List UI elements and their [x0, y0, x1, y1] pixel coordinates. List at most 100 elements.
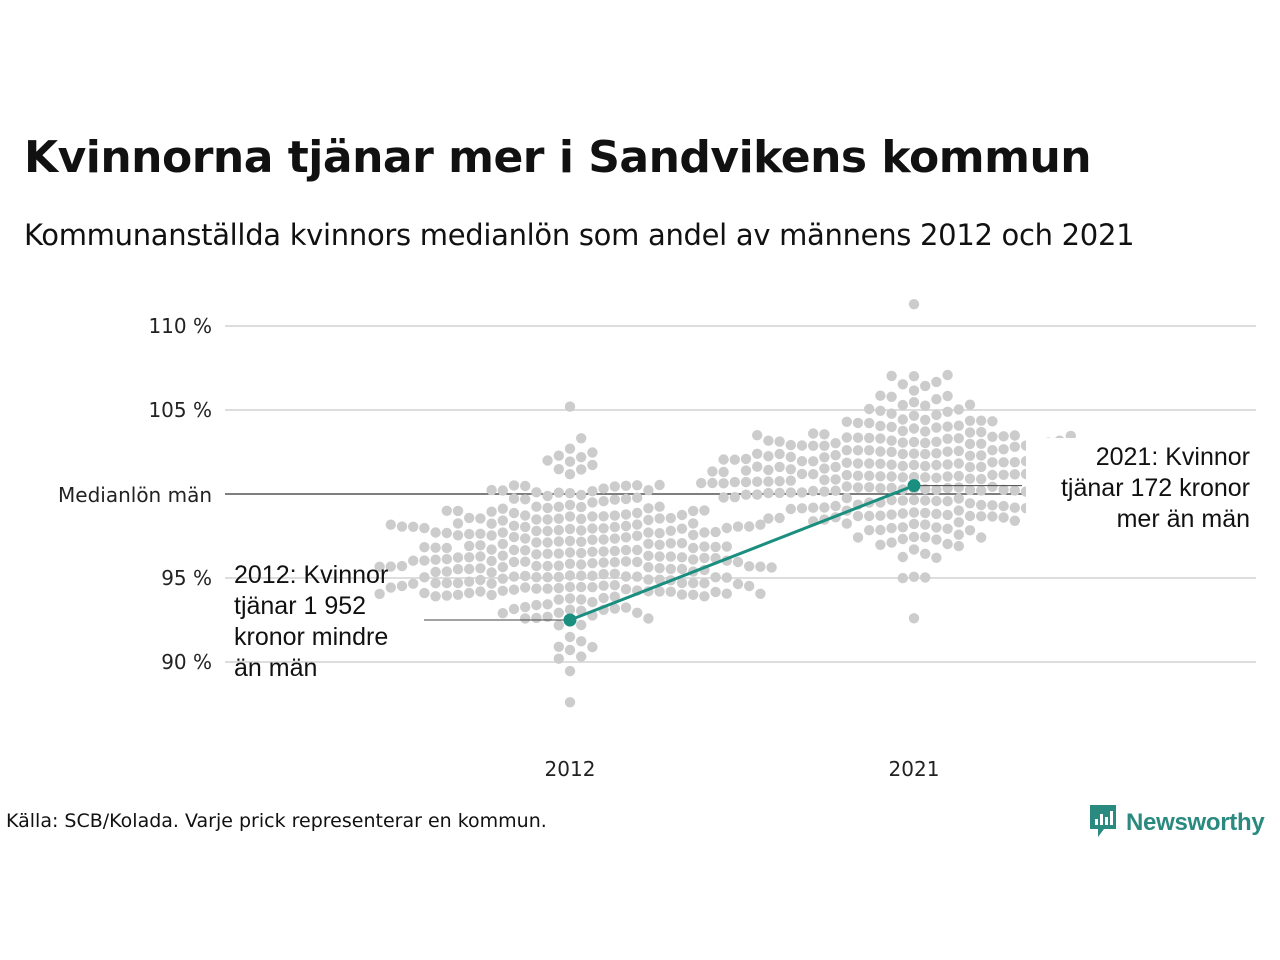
municipality-dot [531, 599, 542, 611]
municipality-dot [452, 577, 464, 589]
grid-lines [225, 325, 1256, 663]
municipality-dot [964, 427, 976, 438]
municipality-dot [976, 511, 987, 522]
chart-title: Kvinnorna tjänar mer i Sandvikens kommun [24, 132, 1092, 183]
municipality-dot [886, 537, 897, 548]
municipality-dot [987, 416, 998, 427]
municipality-dot [852, 445, 864, 456]
municipality-dot [419, 522, 430, 534]
municipality-dot [864, 470, 875, 481]
municipality-dot [819, 502, 830, 513]
municipality-dot [441, 590, 452, 601]
municipality-dot [497, 608, 508, 619]
municipality-dot [1009, 502, 1020, 513]
municipality-dot [819, 452, 830, 463]
municipality-dot [553, 641, 564, 652]
municipality-dot [721, 522, 732, 534]
municipality-dot [665, 512, 676, 524]
municipality-dot [875, 471, 886, 482]
municipality-dot [520, 480, 531, 492]
municipality-dot [1009, 515, 1020, 526]
municipality-dot [374, 561, 385, 572]
municipality-dot [875, 446, 886, 457]
municipality-dot [587, 570, 598, 581]
municipality-dot [774, 476, 785, 487]
municipality-dot [796, 503, 808, 514]
municipality-dot [732, 578, 744, 590]
municipality-dot [740, 476, 752, 488]
municipality-dot [920, 460, 931, 472]
municipality-dot [964, 525, 976, 536]
municipality-dot [497, 550, 508, 561]
municipality-dot [953, 540, 964, 552]
municipality-dot [452, 589, 464, 600]
municipality-dot [763, 476, 774, 487]
municipality-dot [665, 538, 676, 549]
annotation-line: än män [234, 654, 317, 682]
municipality-dot [763, 487, 774, 499]
municipality-dot [632, 492, 643, 503]
municipality-dot [953, 482, 964, 493]
municipality-dot [699, 552, 710, 564]
municipality-dot [875, 433, 886, 444]
municipality-dot [508, 531, 520, 543]
annotation-backdrop [1026, 438, 1256, 534]
municipality-dot [908, 371, 920, 382]
municipality-dot [531, 583, 542, 594]
municipality-dot [497, 538, 508, 550]
municipality-dot [564, 523, 576, 535]
municipality-dot [542, 560, 553, 572]
municipality-dot [886, 370, 897, 382]
municipality-dot [576, 464, 587, 475]
municipality-dot [665, 525, 676, 536]
municipality-dot [744, 561, 755, 572]
municipality-dot [632, 571, 643, 582]
municipality-dot [953, 529, 964, 540]
highlight-point [563, 613, 577, 627]
municipality-dot [931, 376, 942, 388]
municipality-dot [763, 451, 774, 462]
municipality-dot [542, 514, 553, 525]
municipality-dot [441, 577, 452, 589]
municipality-dot [744, 521, 755, 532]
annotations-group: 2012: Kvinnor tjänar 1 952 kronor mindre än… [234, 438, 1256, 682]
municipality-dot [508, 520, 520, 531]
municipality-dot [931, 495, 942, 507]
municipality-dot [931, 472, 942, 483]
municipality-dot [531, 501, 542, 512]
municipality-dot [774, 487, 785, 499]
municipality-dot [632, 530, 643, 541]
municipality-dot [408, 555, 419, 566]
municipality-dot [808, 456, 819, 467]
municipality-dot [553, 594, 564, 605]
municipality-dot [830, 474, 841, 485]
municipality-dot [564, 631, 576, 643]
brand[interactable]: Newsworthy [1088, 803, 1265, 843]
municipality-dot [886, 391, 897, 402]
municipality-dot [408, 578, 419, 589]
municipality-dot [542, 490, 553, 502]
municipality-dot [688, 529, 699, 541]
municipality-dot [942, 538, 953, 550]
municipality-dot [553, 501, 564, 512]
municipality-dot [643, 514, 654, 526]
municipality-dot [886, 482, 897, 494]
highlight-line [569, 484, 915, 622]
municipality-dot [542, 502, 553, 514]
municipality-dot [732, 521, 744, 532]
municipality-dot [396, 580, 408, 592]
municipality-dot [942, 421, 953, 432]
municipality-dot [752, 489, 763, 500]
municipality-dot [609, 545, 620, 557]
municipality-dot [744, 580, 755, 592]
municipality-dot [710, 541, 721, 553]
annotation-text: 2021: Kvinnor tjänar 172 kronor mer än män [1061, 443, 1250, 533]
municipality-dot [740, 489, 752, 500]
municipality-dot [987, 457, 998, 468]
annotation-line: tjänar 172 kronor [1061, 474, 1250, 502]
municipality-dot [632, 607, 643, 618]
municipality-dot [785, 503, 796, 515]
x-tick-label: 2012 [545, 757, 596, 781]
municipality-dot [920, 414, 931, 426]
